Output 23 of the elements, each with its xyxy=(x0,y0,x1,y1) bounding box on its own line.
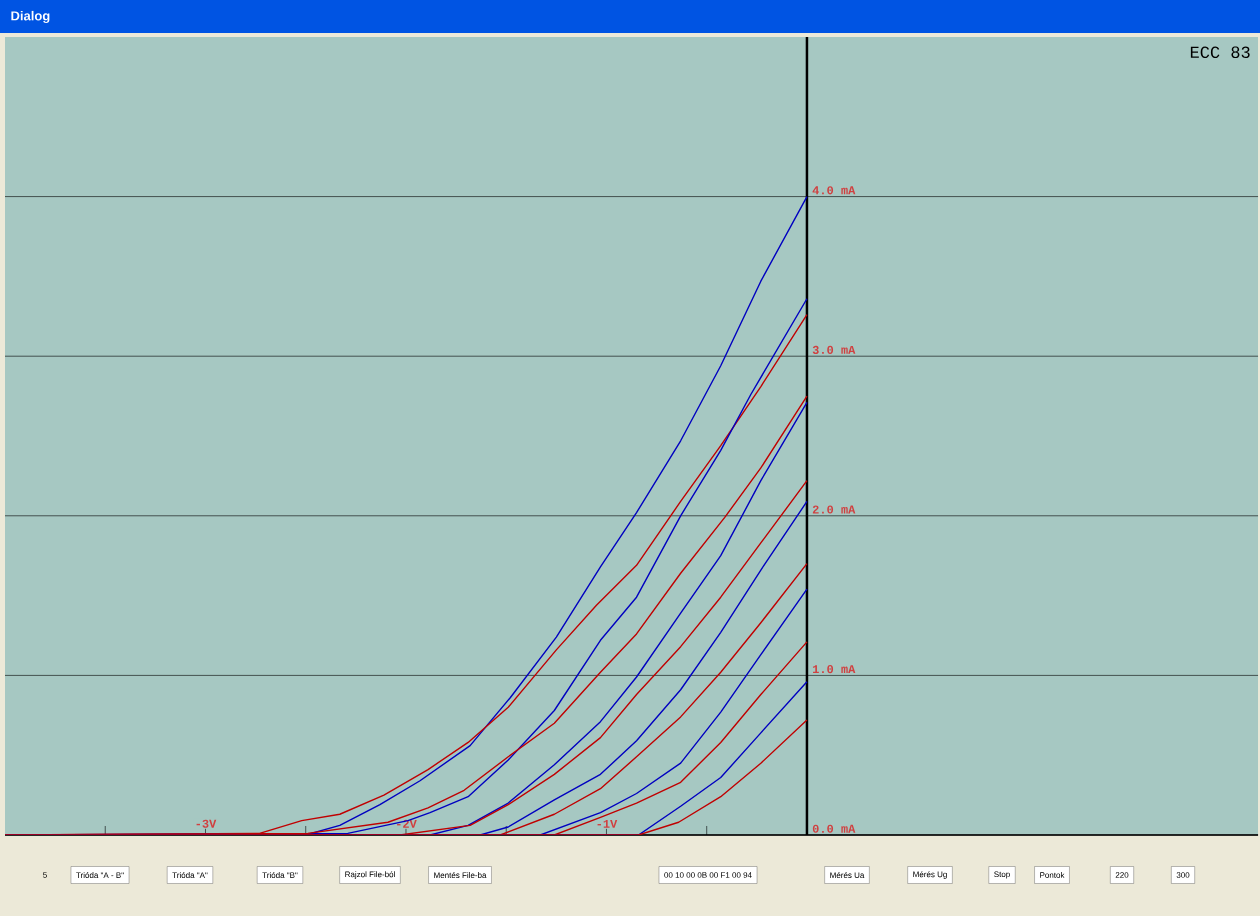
y-tick-label: 3.0 mA xyxy=(812,345,856,354)
text: Mérés Ua xyxy=(830,872,865,878)
y-tick-label: 0.0 mA xyxy=(812,824,856,833)
text: Stop xyxy=(994,871,1010,879)
text: Dialog xyxy=(11,10,50,24)
text: 300 xyxy=(1176,872,1190,878)
x-tick-label: -2V xyxy=(397,819,417,828)
x-tick-label: -3V xyxy=(196,819,217,828)
text: Rajzol File-ból xyxy=(345,871,395,879)
text: 220 xyxy=(1115,872,1129,878)
text: 00 10 00 0B 00 F1 00 94 xyxy=(664,872,752,878)
text: Trióda "A - B" xyxy=(76,872,124,878)
y-tick-label: 2.0 mA xyxy=(812,505,856,514)
text: Trióda "A" xyxy=(172,872,208,878)
x-tick-label: -1V xyxy=(597,819,618,828)
text: Mérés Ug xyxy=(913,871,947,879)
text: Trióda "B" xyxy=(262,872,298,878)
chart-title: ECC 83 xyxy=(1190,46,1250,59)
y-tick-label: 4.0 mA xyxy=(812,186,856,195)
text: Pontok xyxy=(1040,872,1065,878)
text: Mentés File-ba xyxy=(434,872,487,878)
y-tick-label: 1.0 mA xyxy=(812,665,856,674)
text: 5 xyxy=(43,872,47,878)
